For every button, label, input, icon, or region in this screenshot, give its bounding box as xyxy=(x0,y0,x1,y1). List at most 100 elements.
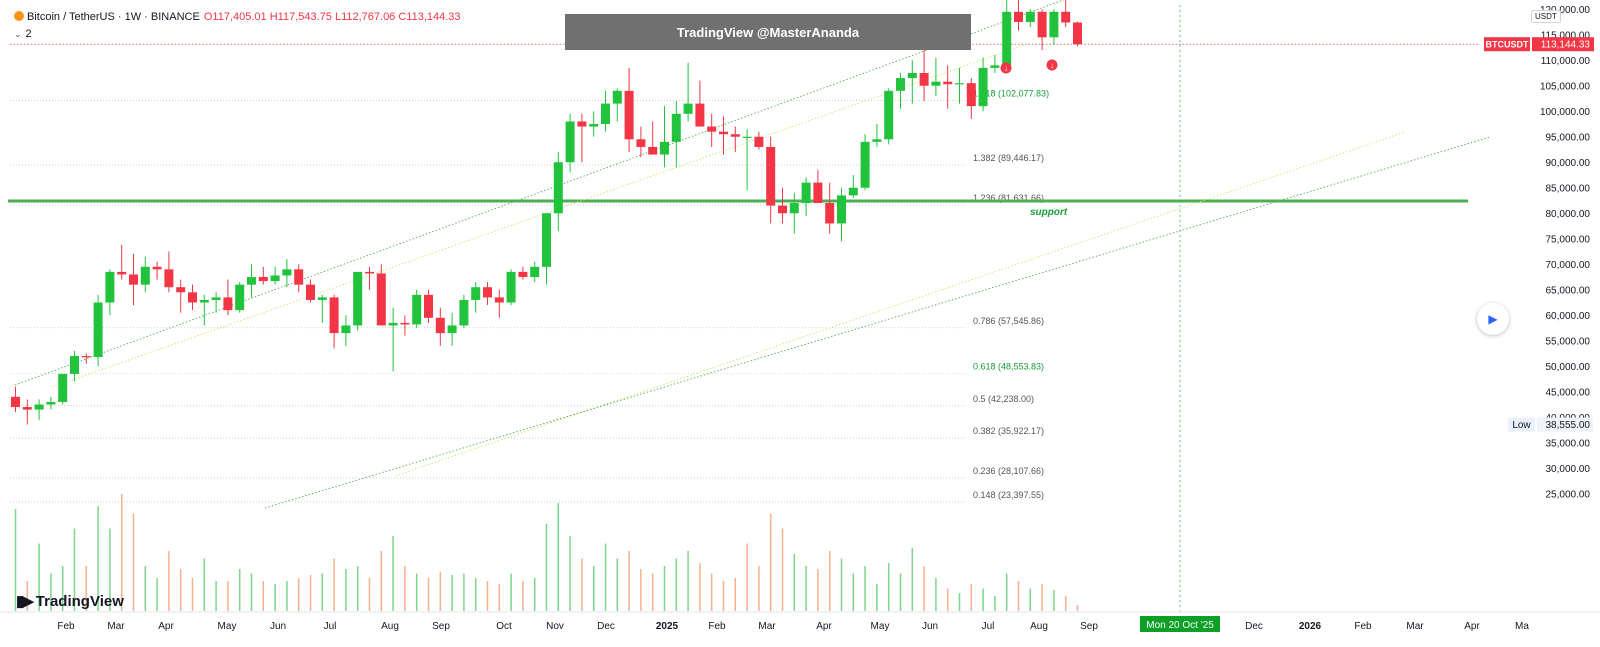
volume-bar xyxy=(109,528,111,611)
crosshair-date-bg xyxy=(1140,616,1220,632)
indicator-toggle[interactable]: ⌄ 2 xyxy=(14,28,32,40)
x-tick-label: Sep xyxy=(1080,621,1098,632)
volume-bar xyxy=(156,578,158,611)
volume-bar xyxy=(415,573,418,611)
volume-bar xyxy=(215,581,217,611)
candle-body xyxy=(789,203,799,214)
candlesticks xyxy=(11,0,1082,425)
candle-body xyxy=(22,407,32,410)
volume-bar xyxy=(746,543,748,611)
volume-bar xyxy=(781,528,784,611)
fib-label: 0.618 (48,553.83) xyxy=(973,362,1044,372)
candle-body xyxy=(671,113,681,142)
symbol-tag-bg xyxy=(1484,37,1530,52)
candle-body xyxy=(589,124,599,127)
y-tick-label: 115,000.00 xyxy=(1541,30,1591,41)
indicator-count: 2 xyxy=(25,28,32,40)
y-tick-label: 65,000.00 xyxy=(1546,285,1591,296)
volume-bar xyxy=(474,578,477,611)
y-tick-label: 105,000.00 xyxy=(1540,81,1590,92)
y-tick-label: 25,000.00 xyxy=(1546,489,1591,500)
candle-body xyxy=(93,302,103,358)
volume-bar xyxy=(817,569,819,611)
volume-bar xyxy=(899,573,902,611)
volume-bar xyxy=(463,573,465,611)
x-tick-label: Jul xyxy=(982,621,995,632)
scroll-to-realtime-button[interactable]: ▶ xyxy=(1477,303,1509,335)
candle-body xyxy=(11,396,20,408)
volume-bar xyxy=(628,551,630,611)
volume-bar xyxy=(935,578,937,611)
candle-body xyxy=(70,356,79,374)
x-tick-label: Mar xyxy=(107,621,125,632)
candle-body xyxy=(943,81,953,85)
arrow-down-icon: ↓ xyxy=(1050,61,1054,70)
candle-body xyxy=(46,401,56,405)
candle-body xyxy=(931,81,941,86)
volume-bar xyxy=(675,558,678,611)
candle-body xyxy=(140,266,150,285)
support-label: support xyxy=(1030,207,1068,218)
candle-body xyxy=(412,294,422,325)
y-tick-label: 85,000.00 xyxy=(1546,183,1591,194)
y-tick-label: 120,000.00 xyxy=(1540,5,1590,16)
x-tick-label: May xyxy=(871,621,890,632)
tradingview-logo: ▮▶ TradingView xyxy=(16,592,124,611)
candle-body xyxy=(294,269,304,285)
candle-body xyxy=(825,203,835,224)
volume-bar xyxy=(250,573,253,611)
candle-body xyxy=(884,90,894,140)
candle-body xyxy=(978,67,988,107)
candle-body xyxy=(282,269,292,276)
x-tick-label: Feb xyxy=(1354,621,1372,632)
volume-bar xyxy=(345,569,347,611)
candle-body xyxy=(105,271,115,303)
volume-bar xyxy=(368,578,371,611)
x-tick-label: Feb xyxy=(708,621,726,632)
candle-body xyxy=(424,294,433,318)
candle-body xyxy=(636,139,646,147)
volume-bar xyxy=(970,584,973,611)
bitcoin-icon xyxy=(14,11,24,21)
y-tick-label: 90,000.00 xyxy=(1546,158,1591,169)
candle-body xyxy=(306,284,315,300)
y-tick-label: 80,000.00 xyxy=(1546,209,1591,220)
volume-bar xyxy=(604,543,607,611)
volume-bar xyxy=(14,509,17,611)
channel-line xyxy=(14,0,1065,386)
y-tick-label: 30,000.00 xyxy=(1546,464,1591,475)
low-value: 38,555.00 xyxy=(1546,420,1591,431)
last-price-value: 113,144.33 xyxy=(1541,40,1591,51)
volume-bar xyxy=(274,584,276,611)
candle-body xyxy=(447,325,457,334)
candle-body xyxy=(258,277,268,282)
volume-bar xyxy=(510,573,512,611)
volume-bars xyxy=(14,494,1079,611)
volume-bar xyxy=(132,513,135,611)
volume-bar xyxy=(592,566,595,611)
x-tick-label: 2026 xyxy=(1299,621,1322,632)
volume-bar xyxy=(321,573,324,611)
volume-bar xyxy=(356,566,359,611)
y-tick-label: 75,000.00 xyxy=(1546,234,1591,245)
candle-body xyxy=(81,356,91,358)
volume-bar xyxy=(769,513,772,611)
currency-selector[interactable]: USDT xyxy=(1531,10,1561,23)
candle-body xyxy=(388,322,398,326)
volume-bar xyxy=(309,575,312,611)
volume-bar xyxy=(533,578,536,611)
volume-bar xyxy=(828,551,831,611)
volume-bar xyxy=(1017,581,1020,611)
fib-label: 0.148 (23,397.55) xyxy=(973,490,1044,500)
volume-bar xyxy=(1076,605,1079,611)
candle-body xyxy=(1002,11,1012,66)
candle-body xyxy=(648,146,658,155)
candle-body xyxy=(837,195,846,224)
candle-body xyxy=(577,121,587,127)
volume-bar xyxy=(297,578,300,611)
candle-body xyxy=(1014,11,1023,22)
volume-bar xyxy=(439,572,442,611)
ohlc-values: O117,405.01 H117,543.75 L112,767.06 C113… xyxy=(203,11,461,23)
volume-bar xyxy=(26,581,29,611)
